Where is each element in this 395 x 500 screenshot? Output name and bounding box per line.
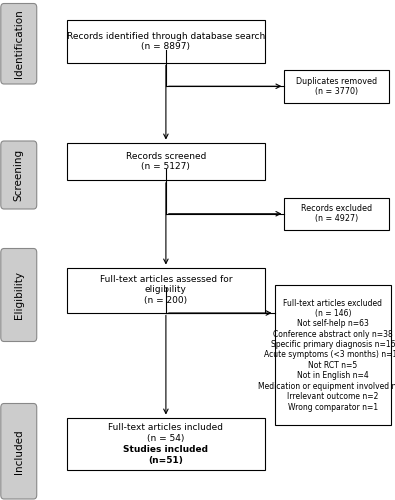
Text: Screening: Screening [14, 149, 24, 201]
Text: (n = 54): (n = 54) [147, 434, 184, 443]
Text: Duplicates removed
(n = 3770): Duplicates removed (n = 3770) [296, 76, 377, 96]
FancyBboxPatch shape [1, 248, 37, 342]
Text: Full-text articles assessed for
eligibility
(n = 200): Full-text articles assessed for eligibil… [100, 275, 232, 305]
FancyBboxPatch shape [284, 70, 389, 102]
FancyBboxPatch shape [275, 285, 391, 425]
FancyBboxPatch shape [284, 198, 389, 230]
FancyBboxPatch shape [1, 141, 37, 209]
Text: Records screened
(n = 5127): Records screened (n = 5127) [126, 152, 206, 171]
FancyBboxPatch shape [1, 4, 37, 84]
Text: Identification: Identification [14, 10, 24, 78]
Text: Included: Included [14, 429, 24, 474]
FancyBboxPatch shape [67, 142, 265, 180]
Text: Full-text articles included: Full-text articles included [108, 423, 224, 432]
Text: (n=51): (n=51) [149, 456, 183, 465]
FancyBboxPatch shape [67, 20, 265, 62]
FancyBboxPatch shape [67, 268, 265, 312]
FancyBboxPatch shape [1, 404, 37, 499]
Text: Full-text articles excluded
(n = 146)
Not self-help n=63
Conference abstract onl: Full-text articles excluded (n = 146) No… [258, 298, 395, 412]
FancyBboxPatch shape [67, 418, 265, 470]
Text: Studies included: Studies included [123, 445, 209, 454]
Text: Records identified through database search
(n = 8897): Records identified through database sear… [67, 32, 265, 51]
Text: Records excluded
(n = 4927): Records excluded (n = 4927) [301, 204, 372, 224]
Text: Eligibility: Eligibility [14, 271, 24, 319]
